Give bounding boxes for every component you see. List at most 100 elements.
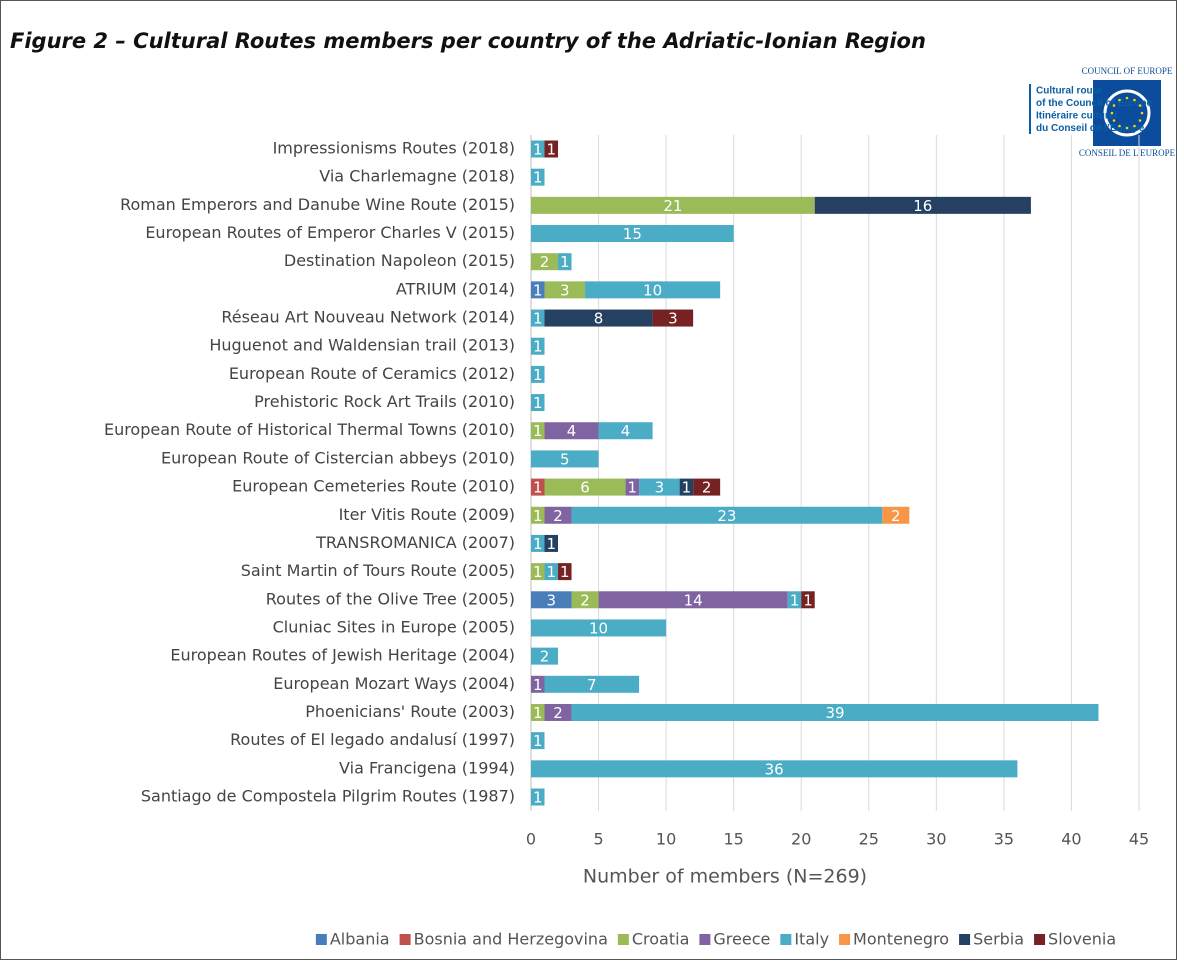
legend: Albania Bosnia and Herzegovina Croatia Gree… bbox=[315, 930, 1116, 949]
logo-star bbox=[1138, 104, 1142, 107]
logo-line: du Conseil de l’Europe bbox=[1036, 123, 1145, 134]
x-tick-label: 5 bbox=[593, 830, 603, 849]
legend-label: Slovenia bbox=[1048, 930, 1116, 949]
data-label: 1 bbox=[533, 704, 543, 722]
logo-star bbox=[1125, 96, 1129, 100]
data-label: 1 bbox=[546, 535, 556, 553]
bar-segment bbox=[531, 140, 545, 158]
y-tick-label: Prehistoric Rock Art Trails (2010) bbox=[254, 392, 515, 411]
bar-segment bbox=[679, 478, 694, 496]
legend-swatch bbox=[839, 934, 851, 945]
data-label: 1 bbox=[790, 591, 800, 609]
y-tick-label: European Routes of Emperor Charles V (20… bbox=[145, 223, 515, 242]
data-label: 1 bbox=[533, 394, 543, 412]
bar-segment bbox=[558, 253, 572, 271]
bar-segment bbox=[639, 478, 680, 496]
data-label: 3 bbox=[655, 479, 665, 497]
y-tick-label: Iter Vitis Route (2009) bbox=[339, 505, 515, 524]
y-tick-label: Santiago de Compostela Pilgrim Routes (1… bbox=[141, 787, 515, 806]
x-tick-label: 25 bbox=[859, 830, 879, 849]
data-label: 2 bbox=[553, 507, 563, 525]
data-label: 2 bbox=[580, 591, 590, 609]
logo-line: of the Council of Europe bbox=[1036, 98, 1153, 109]
logo-star bbox=[1133, 124, 1136, 128]
bar-segment bbox=[544, 422, 599, 440]
bar-segment bbox=[544, 563, 559, 581]
logo-top: COUNCIL OF EUROPE bbox=[1082, 66, 1173, 76]
data-label: 1 bbox=[533, 281, 543, 299]
bar-segment bbox=[652, 309, 694, 327]
logo-star bbox=[1110, 111, 1114, 115]
bar-segment bbox=[544, 534, 559, 552]
bar-segment bbox=[531, 225, 734, 243]
data-label: 4 bbox=[567, 422, 577, 440]
bar-segment bbox=[531, 534, 545, 552]
data-label: 1 bbox=[533, 310, 543, 328]
bar-segment bbox=[544, 703, 572, 721]
y-tick-label: European Mozart Ways (2004) bbox=[273, 674, 515, 693]
bar-segment bbox=[598, 591, 788, 609]
legend-label: Bosnia and Herzegovina bbox=[414, 930, 608, 949]
y-tick-label: ATRIUM (2014) bbox=[396, 279, 515, 298]
data-label: 8 bbox=[594, 310, 604, 328]
y-tick-label: Impressionisms Routes (2018) bbox=[273, 139, 515, 158]
x-tick-label: 0 bbox=[526, 830, 536, 849]
data-label: 1 bbox=[533, 422, 543, 440]
y-tick-label: Phoenicians' Route (2003) bbox=[305, 702, 515, 721]
x-tick-label: 15 bbox=[723, 830, 743, 849]
x-tick-label: 45 bbox=[1129, 830, 1149, 849]
bar-segment bbox=[531, 253, 559, 271]
data-label: 1 bbox=[533, 338, 543, 356]
bar-segment bbox=[531, 647, 559, 665]
x-axis-label: Number of members (N=269) bbox=[583, 866, 867, 888]
y-tick-label: Routes of the Olive Tree (2005) bbox=[266, 589, 515, 608]
legend-swatch bbox=[780, 934, 792, 945]
y-tick-label: European Route of Cistercian abbeys (201… bbox=[161, 448, 515, 467]
data-label: 1 bbox=[628, 479, 638, 497]
bar-segment bbox=[531, 675, 545, 693]
bar-segment bbox=[531, 760, 1018, 778]
bar-segment bbox=[531, 732, 545, 750]
y-tick-label: TRANSROMANICA (2007) bbox=[315, 533, 515, 552]
y-tick-label: European Route of Ceramics (2012) bbox=[229, 364, 515, 383]
data-label: 3 bbox=[668, 310, 678, 328]
data-label: 4 bbox=[621, 422, 631, 440]
y-tick-label: Routes of El legado andalusí (1997) bbox=[230, 730, 515, 749]
x-tick-label: 40 bbox=[1061, 830, 1081, 849]
data-label: 1 bbox=[533, 676, 543, 694]
bar-segment bbox=[531, 422, 545, 440]
bar-segment bbox=[544, 281, 586, 299]
bar-segment bbox=[531, 788, 545, 806]
data-label: 1 bbox=[533, 141, 543, 159]
logo: COUNCIL OF EUROPE CONSEIL DE L'EUROPE Cu… bbox=[1029, 66, 1176, 158]
data-label: 2 bbox=[540, 253, 550, 271]
data-label: 1 bbox=[560, 253, 570, 271]
data-label: 2 bbox=[702, 479, 712, 497]
logo-line: Cultural route bbox=[1036, 86, 1102, 97]
logo-star bbox=[1112, 104, 1116, 107]
x-tick-label: 20 bbox=[791, 830, 811, 849]
legend-label: Croatia bbox=[632, 930, 690, 949]
legend-label: Montenegro bbox=[853, 930, 949, 949]
data-label: 1 bbox=[533, 169, 543, 187]
y-tick-label: Via Charlemagne (2018) bbox=[319, 167, 515, 186]
legend-label: Greece bbox=[713, 930, 770, 949]
data-label: 10 bbox=[643, 281, 662, 299]
bar-segment bbox=[531, 591, 572, 609]
y-tick-label: European Cemeteries Route (2010) bbox=[232, 477, 515, 496]
data-label: 21 bbox=[663, 197, 682, 215]
y-tick-label: Saint Martin of Tours Route (2005) bbox=[241, 561, 515, 580]
bar-segment bbox=[544, 675, 640, 693]
data-label: 1 bbox=[533, 507, 543, 525]
legend-swatch bbox=[1034, 934, 1046, 945]
logo-star bbox=[1125, 126, 1129, 130]
data-label: 10 bbox=[589, 619, 608, 637]
bar-segment bbox=[693, 478, 721, 496]
bar-segment bbox=[531, 450, 599, 468]
x-tick-label: 10 bbox=[656, 830, 676, 849]
chart-title: Figure 2 – Cultural Routes members per c… bbox=[10, 29, 926, 53]
bar-segment bbox=[531, 196, 815, 214]
data-label: 2 bbox=[891, 507, 901, 525]
bar-segment bbox=[544, 140, 559, 158]
